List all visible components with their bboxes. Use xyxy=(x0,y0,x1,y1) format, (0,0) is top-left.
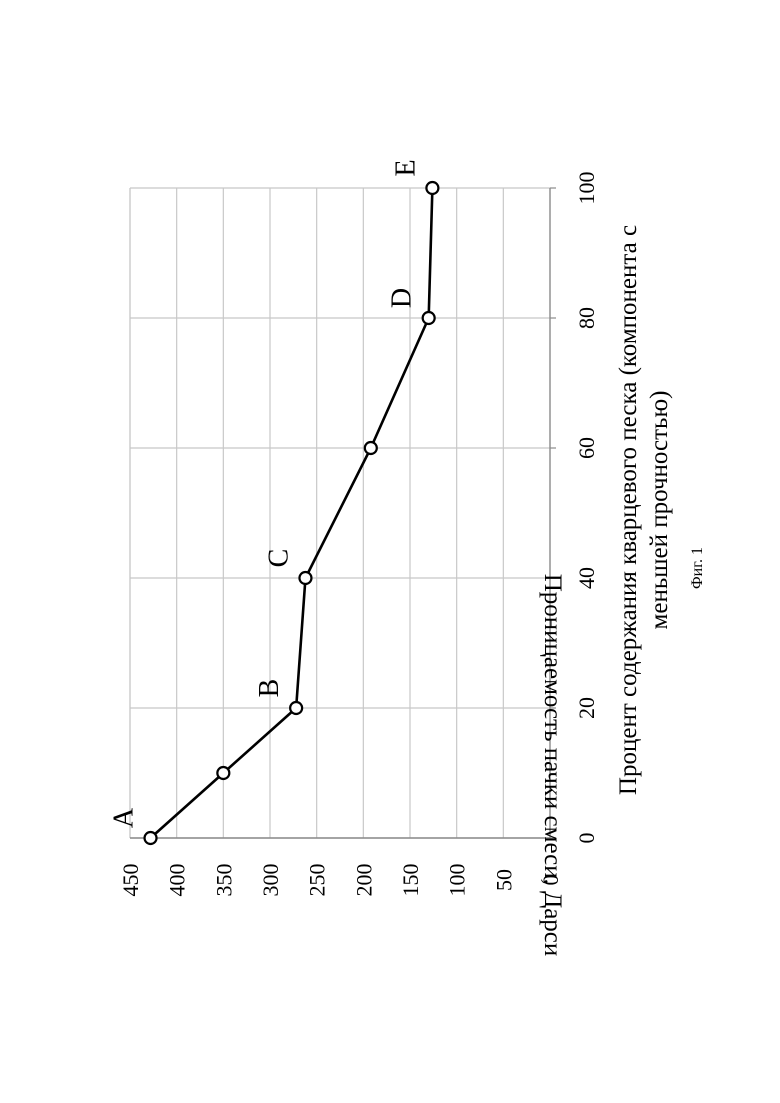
data-point-60 xyxy=(365,442,377,454)
x-tick-label-80: 80 xyxy=(574,307,599,329)
y-tick-label-350: 350 xyxy=(211,864,236,897)
data-point-40 xyxy=(299,572,311,584)
y-tick-label-50: 50 xyxy=(491,869,516,891)
data-point-0 xyxy=(145,832,157,844)
series-line-0 xyxy=(151,188,433,838)
y-tick-label-100: 100 xyxy=(445,864,470,897)
y-tick-label-150: 150 xyxy=(398,864,423,897)
y-tick-label-200: 200 xyxy=(351,864,376,897)
point-label-E: E xyxy=(390,159,421,176)
x-tick-label-60: 60 xyxy=(574,437,599,459)
x-tick-label-0: 0 xyxy=(574,833,599,844)
y-tick-label-250: 250 xyxy=(305,864,330,897)
point-label-B: B xyxy=(254,679,285,698)
chart-axes xyxy=(130,188,556,838)
chart-tick-labels: 050100150200250300350400450020406080100 xyxy=(118,172,599,897)
data-point-20 xyxy=(290,702,302,714)
data-point-10 xyxy=(217,767,229,779)
chart-series xyxy=(145,182,439,844)
y-axis-label: Проницаемость пачки смеси, Дарси xyxy=(539,574,566,957)
x-tick-label-100: 100 xyxy=(574,172,599,205)
point-label-D: D xyxy=(387,288,418,308)
chart-grid xyxy=(130,188,550,838)
y-tick-label-400: 400 xyxy=(165,864,190,897)
point-label-C: C xyxy=(263,549,294,568)
chart-axis-titles: Проницаемость пачки смеси, Дарси Процент… xyxy=(539,225,673,956)
x-tick-label-20: 20 xyxy=(574,697,599,719)
chart-point-labels: A B C D E xyxy=(109,159,422,828)
x-axis-label-line-1: Процент содержания кварцевого песка (ком… xyxy=(615,225,642,795)
x-tick-label-40: 40 xyxy=(574,567,599,589)
y-tick-label-450: 450 xyxy=(118,864,143,897)
figure-caption: Фиг. 1 xyxy=(688,528,708,608)
y-tick-label-300: 300 xyxy=(258,864,283,897)
point-label-A: A xyxy=(109,807,140,828)
data-point-100 xyxy=(426,182,438,194)
data-point-80 xyxy=(423,312,435,324)
x-axis-label-line-2: меньшей прочностью) xyxy=(646,391,673,630)
